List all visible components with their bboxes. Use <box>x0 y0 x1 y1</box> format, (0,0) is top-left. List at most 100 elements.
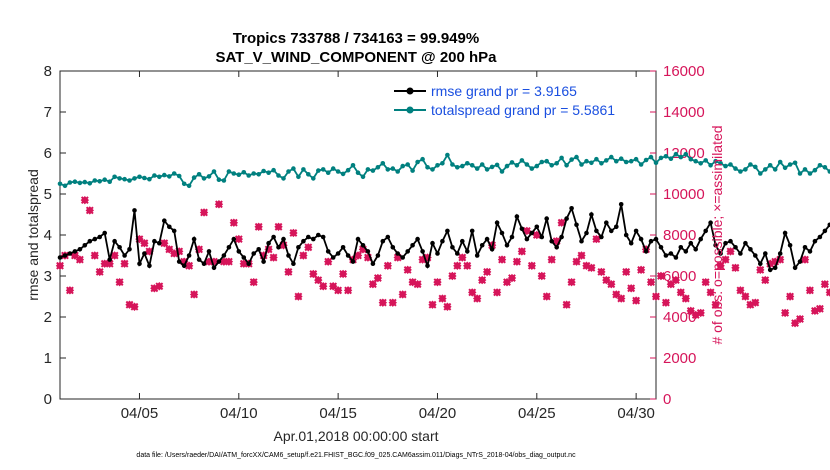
obs-marker-cross <box>473 294 482 303</box>
obs-marker-cross <box>453 261 462 270</box>
obs-marker-cross <box>284 267 293 276</box>
obs-marker <box>289 228 298 238</box>
obs-marker <box>160 239 169 248</box>
obs-marker <box>448 271 457 281</box>
totalspread-point <box>529 166 535 171</box>
obs-marker-cross <box>433 278 442 287</box>
rmse-point <box>519 226 525 232</box>
totalspread-point <box>474 166 480 171</box>
obs-marker <box>433 277 442 287</box>
obs-marker-cross <box>339 270 348 278</box>
y-left-tick-label: 3 <box>44 268 52 285</box>
rmse-point <box>390 245 396 250</box>
rmse-point <box>708 220 713 225</box>
rmse-point <box>360 243 366 248</box>
totalspread-point <box>350 163 356 168</box>
totalspread-point <box>57 181 63 187</box>
rmse-point <box>698 236 703 242</box>
obs-marker <box>199 208 209 217</box>
totalspread-point <box>559 155 564 161</box>
totalspread-point <box>306 172 311 177</box>
obs-marker-cross <box>160 239 169 248</box>
y-right-tick-label: 2000 <box>663 350 696 367</box>
totalspread-point <box>668 156 674 161</box>
obs-marker-cross <box>274 222 283 231</box>
x-tick-label: 04/05 <box>121 405 159 422</box>
chart-title: Tropics 733788 / 734163 = 99.949% <box>233 30 479 47</box>
totalspread-point <box>465 161 470 166</box>
rmse-point <box>445 228 450 234</box>
obs-marker <box>85 206 94 215</box>
rmse-point <box>276 245 281 250</box>
totalspread-point <box>738 169 743 174</box>
totalspread-point <box>827 169 830 174</box>
rmse-point <box>479 243 485 248</box>
rmse-point <box>514 214 520 219</box>
obs-marker <box>721 255 730 264</box>
obs-marker-cross <box>388 298 397 307</box>
obs-marker-cross <box>140 239 149 248</box>
totalspread-point <box>797 171 803 176</box>
rmse-point <box>609 228 614 234</box>
obs-marker-cross <box>200 208 208 217</box>
totalspread-point <box>301 167 306 172</box>
totalspread-point <box>167 174 172 179</box>
rmse-point <box>604 220 609 225</box>
obs-marker <box>492 288 502 297</box>
rmse-point <box>167 224 172 230</box>
rmse-point <box>325 249 331 254</box>
rmse-point <box>430 240 435 246</box>
obs-marker <box>780 308 790 318</box>
rmse-point <box>231 236 237 242</box>
obs-marker-cross <box>75 255 84 264</box>
obs-marker-cross <box>224 257 233 266</box>
obs-marker-cross <box>413 280 422 289</box>
rmse-point <box>559 234 564 240</box>
obs-marker-cross <box>85 206 94 215</box>
obs-marker-cross <box>592 235 601 244</box>
x-tick-label: 04/10 <box>220 405 258 422</box>
totalspread-point <box>733 166 738 171</box>
rmse-point <box>370 261 376 267</box>
obs-marker-cross <box>368 280 377 289</box>
obs-marker-cross <box>617 294 626 303</box>
rmse-point <box>817 234 823 240</box>
totalspread-point <box>693 158 698 164</box>
obs-marker-cross <box>95 267 104 276</box>
obs-marker <box>626 284 636 293</box>
obs-marker-cross <box>820 280 829 289</box>
totalspread-point <box>594 156 599 162</box>
obs-marker-cross <box>309 270 318 278</box>
obs-marker-cross <box>652 292 660 301</box>
obs-marker <box>622 267 631 277</box>
x-tick-label: 04/20 <box>419 405 457 422</box>
totalspread-point <box>599 161 604 166</box>
legend-spread-marker <box>406 106 414 114</box>
obs-marker-cross <box>130 302 139 311</box>
chart-subtitle: SAT_V_WIND_COMPONENT @ 200 hPa <box>215 49 497 66</box>
rmse-point <box>67 251 73 256</box>
obs-marker <box>820 280 830 289</box>
totalspread-point <box>157 174 162 180</box>
totalspread-point <box>713 158 718 164</box>
legend-rmse-label: rmse grand pr = 3.9165 <box>431 83 577 99</box>
totalspread-point <box>236 172 242 177</box>
totalspread-point <box>137 174 142 180</box>
rmse-point <box>653 236 659 242</box>
plot-area <box>59 70 657 400</box>
obs-marker <box>537 271 546 281</box>
totalspread-point <box>400 163 406 169</box>
totalspread-point <box>792 160 798 166</box>
totalspread-point <box>152 173 157 178</box>
obs-marker <box>383 261 392 270</box>
totalspread-point <box>107 179 112 184</box>
totalspread-point <box>489 164 495 170</box>
totalspread-point <box>410 168 415 173</box>
totalspread-point <box>226 169 232 174</box>
obs-marker <box>90 251 99 260</box>
obs-marker-cross <box>304 243 313 252</box>
rmse-point <box>400 255 406 260</box>
obs-marker-cross <box>299 251 308 260</box>
rmse-point <box>718 251 723 256</box>
obs-marker <box>65 286 75 295</box>
